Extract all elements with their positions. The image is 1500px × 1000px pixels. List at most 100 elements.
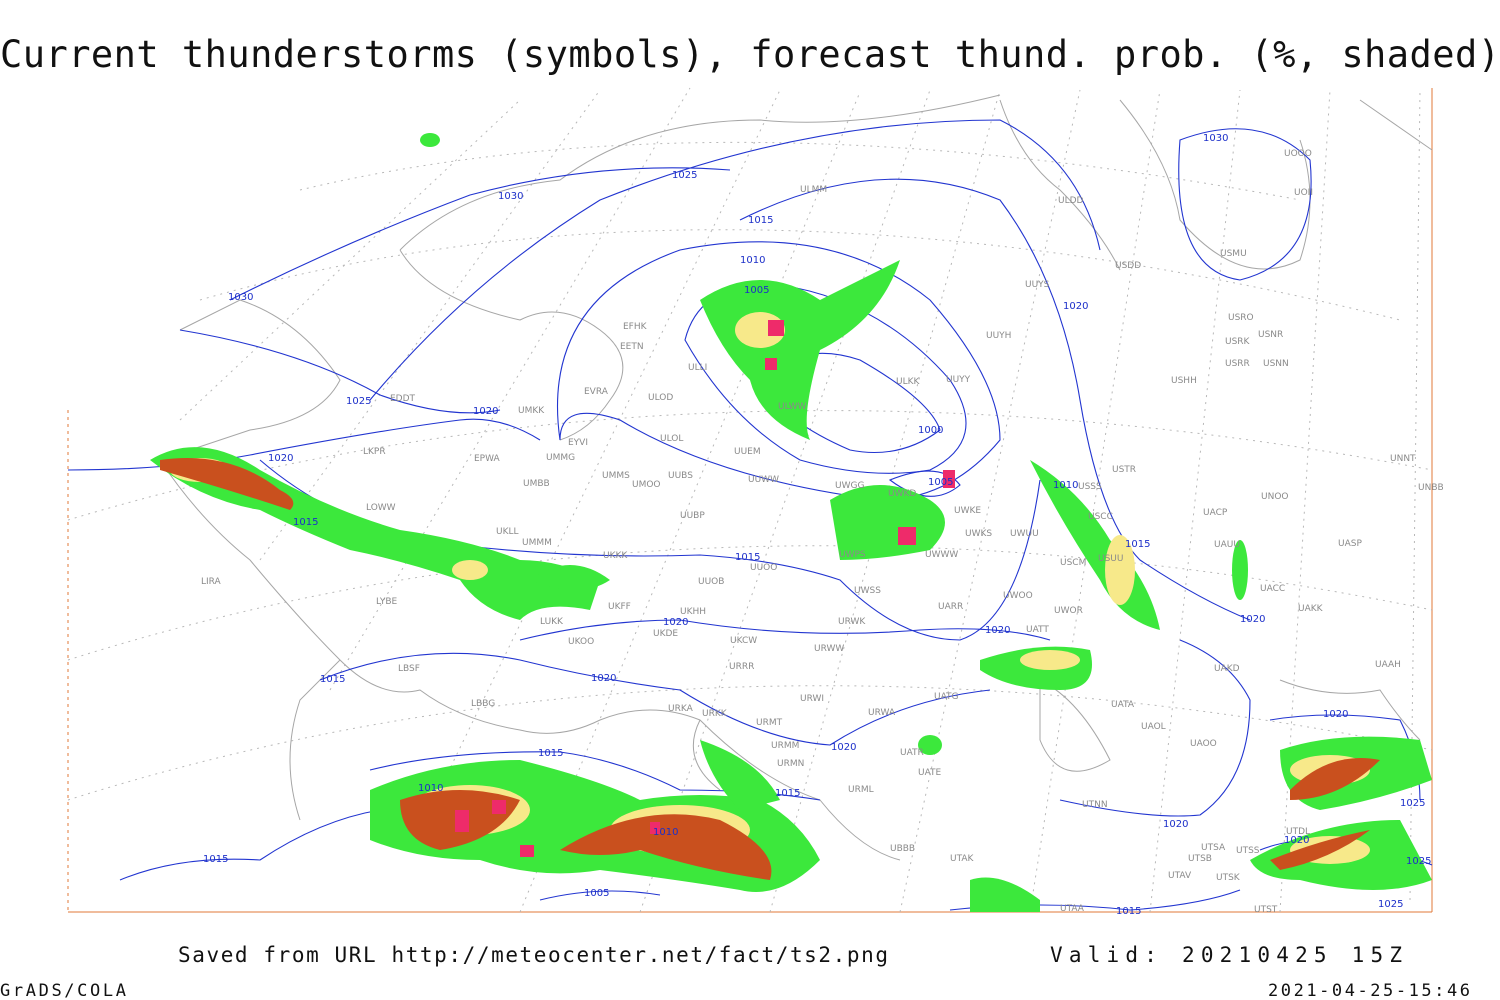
station-code: UMKK — [518, 406, 545, 416]
isobar-label: 1005 — [928, 477, 953, 488]
isobar-label: 1020 — [473, 406, 498, 417]
station-code: UKHH — [680, 607, 706, 617]
station-code: USNN — [1263, 359, 1289, 369]
station-code: UAUU — [1214, 540, 1240, 550]
isobar-label: 1015 — [538, 748, 563, 759]
thunderstorm-shading — [150, 133, 1432, 912]
station-code: EVRA — [584, 387, 609, 397]
station-code: EPWA — [474, 454, 501, 464]
source-url: Saved from URL http://meteocenter.net/fa… — [178, 943, 888, 967]
station-code: USSS — [1078, 482, 1102, 492]
station-code: USCM — [1060, 558, 1086, 568]
station-code: UUYH — [986, 331, 1011, 341]
isobar-label: 1025 — [1406, 856, 1431, 867]
station-code: UATR — [900, 748, 924, 758]
station-code: ULOL — [660, 434, 683, 444]
station-code: UMMM — [522, 538, 552, 548]
station-code: USDD — [1115, 261, 1141, 271]
software-credit: GrADS/COLA — [0, 981, 126, 1000]
station-code: UAOL — [1141, 722, 1166, 732]
station-code: URWA — [868, 708, 896, 718]
station-code: EDDT — [390, 394, 416, 404]
isobar-label: 1015 — [320, 674, 345, 685]
station-code: UOOO — [1284, 149, 1312, 159]
station-code: URML — [848, 785, 874, 795]
station-code: USRK — [1225, 337, 1251, 347]
station-code: LKPR — [363, 447, 386, 457]
station-code: LIRA — [201, 577, 222, 587]
station-code: UNNT — [1390, 454, 1416, 464]
station-code: URWW — [814, 644, 844, 654]
station-code: URWI — [800, 694, 824, 704]
isobar-label: 1025 — [1400, 798, 1425, 809]
station-code: UUEM — [734, 447, 761, 457]
station-code: UOII — [1294, 188, 1313, 198]
isobar-label: 1020 — [831, 742, 856, 753]
isobar-label: 1015 — [293, 517, 318, 528]
station-code: UMMG — [546, 453, 575, 463]
coastlines — [159, 94, 1433, 861]
station-code: UUOO — [750, 563, 777, 573]
station-code: USRO — [1228, 313, 1254, 323]
station-code: UNBB — [1418, 483, 1444, 493]
station-code: URKK — [702, 709, 728, 719]
station-code: UTAA — [1060, 904, 1085, 914]
station-code: URKA — [668, 704, 694, 714]
station-code: UTAK — [950, 854, 975, 864]
station-code: URWK — [838, 617, 866, 627]
isobar-label: 1015 — [1116, 906, 1141, 917]
station-code: UACC — [1260, 584, 1285, 594]
station-code: UAKK — [1298, 604, 1324, 614]
station-code: UKDE — [653, 629, 678, 639]
isobar-label: 1010 — [740, 255, 765, 266]
station-code: UATA — [1111, 700, 1135, 710]
station-code: UWKS — [965, 529, 992, 539]
station-code: ULOD — [648, 393, 673, 403]
isobar-label: 1020 — [268, 453, 293, 464]
station-code: UKKK — [603, 551, 628, 561]
station-code: LUKK — [540, 617, 564, 627]
station-code: ULDD — [1058, 196, 1084, 206]
station-code: UATG — [934, 692, 959, 702]
isobar-label: 1015 — [203, 854, 228, 865]
station-code: EFHK — [623, 322, 648, 332]
station-code: UAOO — [1190, 739, 1217, 749]
timestamp: 2021-04-25-15:46 — [1268, 981, 1470, 1000]
map-labels: 1030 1025 1030 1015 1010 1005 1030 1025 1020 1020… — [201, 133, 1444, 917]
station-code: EYVI — [568, 438, 588, 448]
station-code: UWUU — [1010, 529, 1039, 539]
station-code: UWGG — [835, 481, 864, 491]
isobar-label: 1015 — [748, 215, 773, 226]
isobar-label: 1025 — [1378, 899, 1403, 910]
isobar-label: 1025 — [346, 396, 371, 407]
station-code: UUOB — [698, 577, 724, 587]
station-code: UUYS — [1025, 280, 1050, 290]
station-code: UWSS — [854, 586, 881, 596]
isobar-label: 1020 — [1163, 819, 1188, 830]
station-code: UASP — [1338, 539, 1362, 549]
isobar-label: 1020 — [663, 617, 688, 628]
station-code: UTSS — [1236, 846, 1260, 856]
station-code: USMU — [1220, 249, 1247, 259]
station-code: URMT — [756, 718, 783, 728]
station-code: URMM — [771, 741, 799, 751]
isobar-label: 1015 — [1125, 539, 1150, 550]
isobar-label: 1010 — [653, 827, 678, 838]
station-code: UWKE — [954, 506, 981, 516]
station-code: UNOO — [1261, 492, 1289, 502]
station-code: ULMM — [800, 185, 827, 195]
station-code: UTDL — [1286, 827, 1310, 837]
station-code: UATE — [918, 768, 942, 778]
station-code: UWWW — [925, 550, 958, 560]
station-code: UTSB — [1188, 854, 1212, 864]
station-code: ULKK — [896, 377, 921, 387]
station-code: UMOO — [632, 480, 661, 490]
station-code: UAKD — [1214, 664, 1240, 674]
station-code: USUU — [1098, 554, 1123, 564]
station-code: UKCW — [730, 636, 757, 646]
isobar-label: 1030 — [1203, 133, 1228, 144]
station-code: UTAV — [1168, 871, 1192, 881]
map-title: Current thunderstorms (symbols), forecas… — [0, 33, 1500, 76]
station-code: ULWW — [778, 402, 807, 412]
isobar-label: 1015 — [775, 788, 800, 799]
